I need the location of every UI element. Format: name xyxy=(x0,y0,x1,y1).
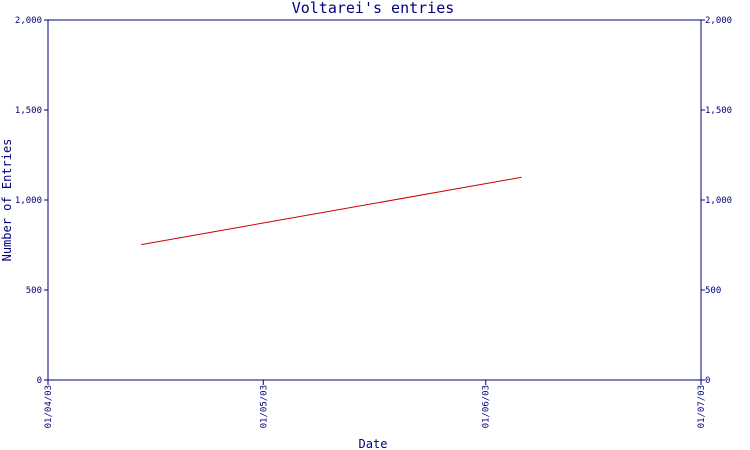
series-group xyxy=(141,176,522,246)
plot-area xyxy=(47,19,702,381)
y-tick-label-left: 500 xyxy=(26,286,42,296)
y-tick-label-right: 1,000 xyxy=(705,196,732,206)
y-tick-label-left: 2,000 xyxy=(15,16,42,26)
chart-title: Voltarei's entries xyxy=(292,0,455,17)
y-axis-right: 0 500 1,000 1,500 2,000 xyxy=(701,16,732,386)
y-tick-label-left: 1,500 xyxy=(15,106,42,116)
x-tick-label: 01/06/03 xyxy=(482,385,492,428)
y-tick-label-right: 2,000 xyxy=(705,16,732,26)
y-tick-label-right: 0 xyxy=(705,376,710,386)
x-axis-label: Date xyxy=(359,437,388,450)
y-tick-label-right: 1,500 xyxy=(705,106,732,116)
x-tick-label: 01/07/03 xyxy=(697,385,707,428)
x-tick-label: 01/04/03 xyxy=(44,385,54,428)
y-tick-label-left: 1,000 xyxy=(15,196,42,206)
y-tick-label-right: 500 xyxy=(705,286,721,296)
series-line xyxy=(141,176,522,246)
y-tick-label-left: 0 xyxy=(37,376,42,386)
y-axis-label: Number of Entries xyxy=(0,139,14,262)
y-axis-left: 0 500 1,000 1,500 2,000 xyxy=(15,16,48,386)
x-tick-label: 01/05/03 xyxy=(259,385,269,428)
x-axis: 01/04/03 01/05/03 01/06/03 01/07/03 xyxy=(44,380,707,428)
